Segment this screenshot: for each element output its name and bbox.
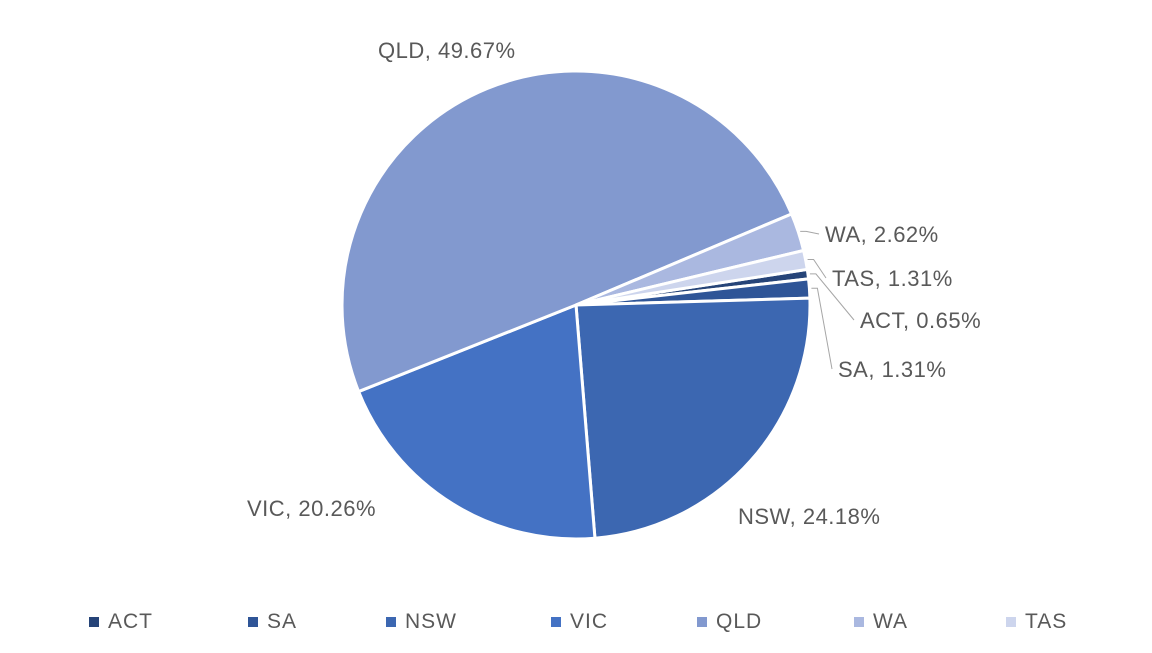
data-label-qld: QLD, 49.67% [378, 38, 516, 63]
data-label-wa: WA, 2.62% [825, 222, 939, 247]
data-label-sa: SA, 1.31% [838, 357, 946, 382]
legend-item-vic: VIC [551, 610, 608, 634]
slice-vic [357, 303, 597, 541]
legend-item-tas: TAS [1006, 610, 1067, 634]
legend-swatch [248, 617, 258, 627]
leader-line-tas [807, 259, 827, 279]
legend-label: ACT [108, 610, 153, 633]
legend-label: QLD [716, 610, 763, 633]
legend-swatch [697, 617, 707, 627]
legend-swatch [1006, 617, 1016, 627]
leader-line-wa [800, 230, 820, 235]
pie-chart: ACT, 0.65% SA, 1.31% NSW, 24.18% VIC, 20.26… [247, 38, 981, 541]
legend-item-sa: SA [248, 610, 297, 634]
legend: ACT SA NSW VIC QLD WA TAS [0, 610, 1152, 638]
pie-slices [340, 69, 812, 541]
data-label-nsw: NSW, 24.18% [738, 504, 880, 529]
data-label-vic: VIC, 20.26% [247, 496, 376, 521]
legend-label: WA [873, 610, 909, 633]
legend-label: NSW [405, 610, 457, 633]
data-label-act: ACT, 0.65% [860, 308, 981, 333]
legend-label: TAS [1025, 610, 1068, 633]
legend-item-nsw: NSW [386, 610, 457, 634]
legend-item-qld: QLD [697, 610, 762, 634]
leader-lines [800, 230, 855, 370]
slice-qld [340, 69, 794, 394]
legend-swatch [551, 617, 561, 627]
leader-line-act [809, 273, 855, 321]
slice-nsw [574, 296, 812, 540]
slice-tas [574, 249, 809, 307]
data-label-tas: TAS, 1.31% [832, 266, 953, 291]
legend-swatch [89, 617, 99, 627]
data-labels: ACT, 0.65% SA, 1.31% NSW, 24.18% VIC, 20.26… [247, 38, 981, 529]
legend-swatch [386, 617, 396, 627]
legend-item-act: ACT [89, 610, 153, 634]
legend-label: VIC [570, 610, 609, 633]
legend-label: SA [267, 610, 298, 633]
leader-line-sa [811, 287, 833, 370]
legend-item-wa: WA [854, 610, 908, 634]
legend-swatch [854, 617, 864, 627]
